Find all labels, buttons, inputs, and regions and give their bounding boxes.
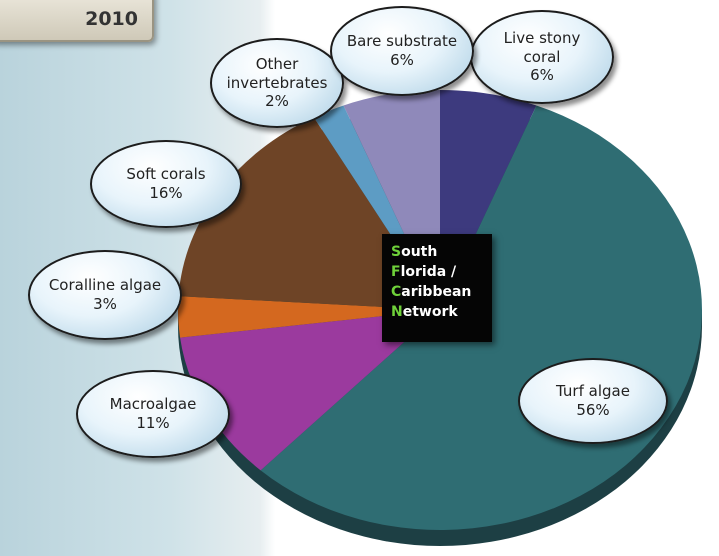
label-bubble: Live stony coral 6%: [470, 10, 614, 104]
value-label: 56%: [576, 401, 610, 419]
category-name: Turf algae: [556, 382, 630, 401]
network-line: Caribbean: [391, 284, 472, 300]
network-label: South Florida / Caribbean Network: [382, 234, 492, 342]
category-name: Coralline algae: [48, 276, 162, 295]
value-label: 11%: [136, 414, 170, 432]
pie-slice: [178, 117, 440, 311]
value-label: 3%: [93, 295, 117, 313]
category-name: Other invertebrates: [226, 54, 328, 92]
network-line: Florida /: [391, 264, 457, 280]
label-bubble: Coralline algae 3%: [28, 250, 182, 340]
label-bubble: Soft corals 16%: [90, 140, 242, 228]
year-banner: 2010: [0, 0, 154, 42]
label-bubble: Turf algae 56%: [518, 358, 668, 444]
category-name: Macroalgae: [109, 395, 197, 414]
pie-slice: [180, 310, 440, 471]
category-name: Bare substrate: [346, 32, 458, 51]
label-bubble: Bare substrate 6%: [330, 6, 474, 96]
network-line: Network: [391, 304, 458, 320]
category-name: Soft corals: [126, 165, 206, 184]
value-label: 6%: [390, 51, 414, 69]
category-name: Live stony coral: [503, 28, 581, 66]
year: 2010: [85, 8, 138, 30]
label-bubble: Macroalgae 11%: [76, 370, 230, 458]
value-label: 16%: [149, 184, 183, 202]
pie-slice: [178, 296, 440, 338]
value-label: 2%: [265, 92, 289, 111]
label-bubble: Other invertebrates 2%: [210, 38, 344, 128]
value-label: 6%: [530, 66, 554, 85]
network-line: South: [391, 244, 438, 260]
